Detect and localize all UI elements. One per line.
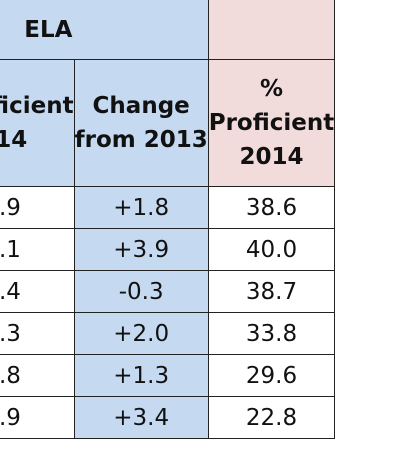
math-proficient-cell: 22.8 xyxy=(207,396,336,439)
table-row: 43.4 -0.3 38.7 xyxy=(0,270,336,313)
math-group-header xyxy=(207,0,336,60)
header-line: % Proficient xyxy=(0,93,74,119)
header-line: Proficient xyxy=(208,110,335,136)
table-row: 41.9 +1.8 38.6 xyxy=(0,186,336,229)
ela-proficient-cell: 44.1 xyxy=(0,228,75,271)
math-proficient-cell: 38.7 xyxy=(207,270,336,313)
ela-proficient-header: % Proficient 2014 xyxy=(0,59,75,187)
proficiency-table: ELA % Proficient 2014 Change from 2013 %… xyxy=(0,0,336,439)
header-line: % xyxy=(259,76,284,102)
math-proficient-cell: 38.6 xyxy=(207,186,336,229)
ela-proficient-cell: 36.8 xyxy=(0,354,75,397)
table-row: 44.1 +3.9 40.0 xyxy=(0,228,336,271)
table-row: 39.3 +2.0 33.8 xyxy=(0,312,336,355)
ela-change-cell: -0.3 xyxy=(73,270,209,313)
ela-proficient-cell: 30.9 xyxy=(0,396,75,439)
ela-group-header: ELA xyxy=(0,0,209,60)
ela-change-cell: +1.3 xyxy=(73,354,209,397)
ela-change-cell: +1.8 xyxy=(73,186,209,229)
header-line: from 2013 xyxy=(74,127,208,153)
column-header-row: % Proficient 2014 Change from 2013 % Pro… xyxy=(0,59,336,187)
ela-proficient-cell: 43.4 xyxy=(0,270,75,313)
header-line: 2014 xyxy=(0,127,28,153)
ela-change-header: Change from 2013 xyxy=(73,59,209,187)
math-proficient-cell: 33.8 xyxy=(207,312,336,355)
group-header-row: ELA xyxy=(0,0,336,60)
math-proficient-header: % Proficient 2014 xyxy=(207,59,336,187)
ela-proficient-cell: 41.9 xyxy=(0,186,75,229)
ela-proficient-cell: 39.3 xyxy=(0,312,75,355)
header-line: Change xyxy=(92,93,190,119)
table-row: 30.9 +3.4 22.8 xyxy=(0,396,336,439)
ela-change-cell: +3.4 xyxy=(73,396,209,439)
header-line: 2014 xyxy=(239,144,304,170)
table-row: 36.8 +1.3 29.6 xyxy=(0,354,336,397)
ela-change-cell: +3.9 xyxy=(73,228,209,271)
ela-change-cell: +2.0 xyxy=(73,312,209,355)
math-proficient-cell: 40.0 xyxy=(207,228,336,271)
math-proficient-cell: 29.6 xyxy=(207,354,336,397)
